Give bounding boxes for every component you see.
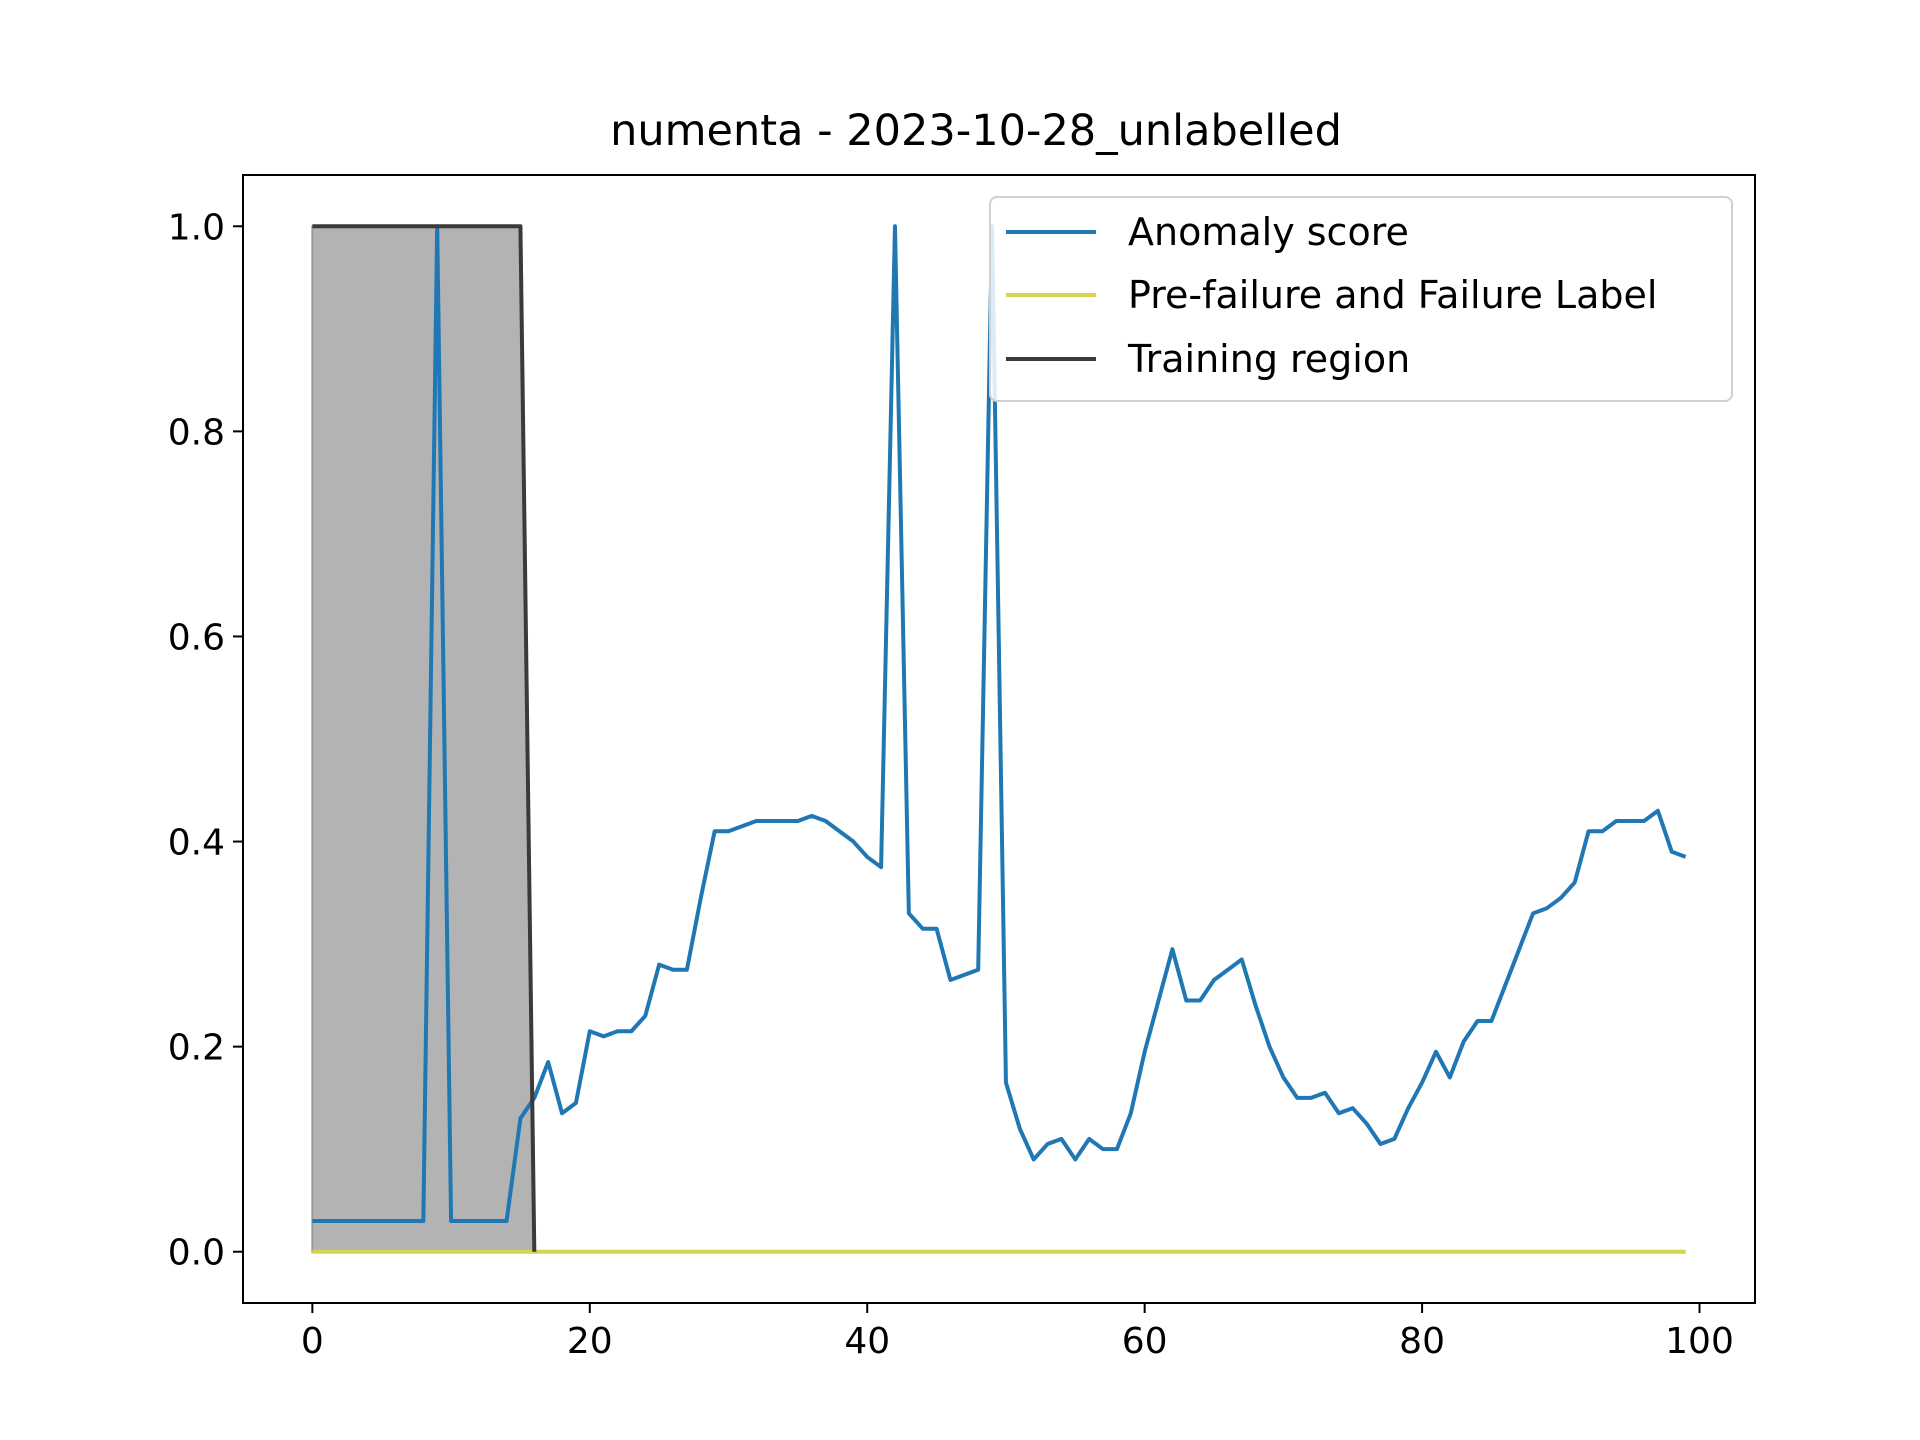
axes-frame [242,174,1756,1304]
y-tick-label: 1.0 [168,207,225,248]
x-tick-label: 0 [301,1321,324,1362]
y-tick-label: 0.6 [168,617,225,658]
x-axis: 0 20 40 60 80 100 [301,1303,1734,1362]
y-tick-label: 0.0 [168,1233,225,1274]
legend-label-training-region: Training region [1127,337,1410,381]
y-axis: 0.0 0.2 0.4 0.6 0.8 1.0 [168,207,243,1274]
legend: Anomaly score Pre-failure and Failure La… [989,196,1733,402]
plot-area [311,224,1687,1254]
series-line-anomaly-score [312,224,1687,1223]
x-tick-label: 100 [1665,1321,1734,1362]
y-tick-label: 0.4 [168,823,225,864]
x-tick-label: 80 [1399,1321,1445,1362]
y-tick-label: 0.8 [168,412,225,453]
legend-box [989,196,1733,402]
chart-title: numenta - 2023-10-28_unlabelled [610,106,1342,156]
x-tick-label: 20 [567,1321,613,1362]
legend-label-anomaly-score: Anomaly score [1128,210,1409,254]
legend-label-failure-label: Pre-failure and Failure Label [1128,273,1657,317]
series-line-training-region [312,224,537,1252]
y-tick-label: 0.2 [168,1028,225,1069]
x-tick-label: 60 [1122,1321,1168,1362]
x-tick-label: 40 [844,1321,890,1362]
